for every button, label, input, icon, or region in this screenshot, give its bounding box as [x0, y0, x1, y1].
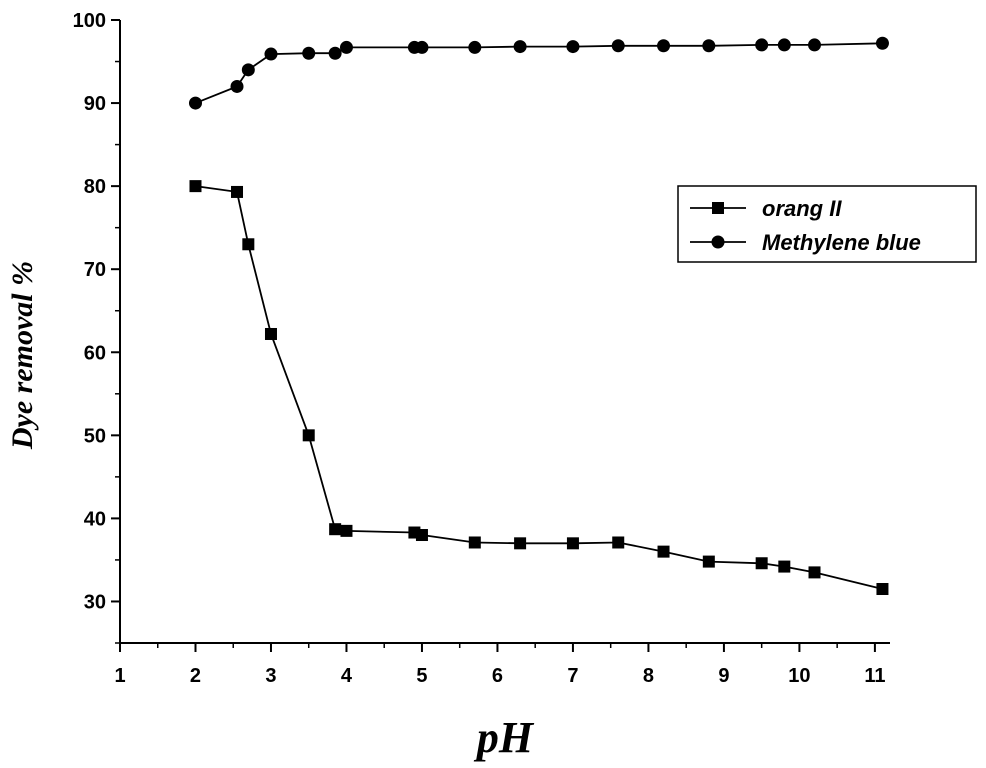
- data-point-circle: [302, 46, 316, 60]
- x-axis-title: pH: [473, 713, 535, 762]
- x-tick-label: 3: [265, 665, 276, 687]
- data-point-square: [302, 429, 315, 442]
- series-2: [188, 36, 889, 110]
- x-tick-label: 7: [567, 665, 578, 687]
- data-point-circle: [513, 40, 527, 54]
- data-point-square: [264, 327, 277, 340]
- y-axis-title: Dye removal %: [6, 261, 39, 450]
- data-point-square: [231, 185, 244, 198]
- data-point-square: [657, 545, 670, 558]
- data-point-circle: [415, 40, 429, 54]
- data-point-circle: [241, 63, 255, 77]
- legend-box: [677, 185, 977, 263]
- data-point-square: [340, 524, 353, 537]
- y-tick-label: 60: [84, 342, 106, 364]
- data-point-square: [514, 537, 527, 550]
- chart-axes: 1 2 3 4 5 6 7 8 9 10 11 30 40 50 60 70 80 90 100: [73, 10, 890, 687]
- x-tick-label: 10: [788, 665, 810, 687]
- data-point-circle: [611, 39, 625, 53]
- data-point-square: [242, 238, 255, 251]
- data-point-circle: [702, 39, 716, 53]
- data-point-square: [329, 523, 342, 536]
- x-tick-label: 4: [341, 665, 353, 687]
- y-tick-label: 70: [84, 259, 106, 281]
- data-point-square: [566, 537, 579, 550]
- y-tick-label: 100: [73, 10, 106, 32]
- data-point-circle: [755, 38, 769, 52]
- x-tick-label: 2: [190, 665, 201, 687]
- legend: orang II Methylene blue: [677, 185, 977, 263]
- data-point-square: [778, 560, 791, 573]
- data-point-square: [189, 180, 202, 193]
- legend-marker-square: [712, 202, 724, 214]
- x-tick-label: 5: [416, 665, 427, 687]
- data-point-square: [468, 536, 481, 549]
- data-point-circle: [875, 36, 889, 50]
- y-tick-label: 90: [84, 93, 106, 115]
- data-point-circle: [468, 40, 482, 54]
- series-1: [189, 180, 889, 596]
- legend-label: orang II: [762, 196, 842, 221]
- x-tick-label: 9: [718, 665, 729, 687]
- data-point-circle: [808, 38, 822, 52]
- series-layer: [188, 36, 889, 596]
- data-point-square: [415, 529, 428, 542]
- data-point-circle: [566, 40, 580, 54]
- data-point-circle: [657, 39, 671, 53]
- x-tick-label: 6: [492, 665, 503, 687]
- data-point-square: [755, 557, 768, 570]
- legend-marker-circle: [711, 235, 725, 249]
- x-tick-label: 8: [643, 665, 654, 687]
- data-point-circle: [777, 38, 791, 52]
- x-tick-label: 11: [864, 665, 885, 687]
- series-line: [195, 42, 883, 104]
- legend-label: Methylene blue: [762, 230, 921, 255]
- data-point-square: [808, 566, 821, 579]
- data-point-square: [702, 555, 715, 568]
- x-tick-label: 1: [114, 665, 125, 687]
- data-point-circle: [328, 46, 342, 60]
- data-point-square: [612, 536, 625, 549]
- y-tick-label: 30: [84, 591, 106, 613]
- data-point-circle: [264, 47, 278, 61]
- data-point-circle: [339, 40, 353, 54]
- data-point-circle: [230, 79, 244, 93]
- y-tick-label: 80: [84, 176, 106, 198]
- data-point-circle: [188, 96, 202, 110]
- y-tick-label: 40: [84, 508, 106, 530]
- data-point-square: [876, 583, 889, 596]
- y-tick-label: 50: [84, 425, 106, 447]
